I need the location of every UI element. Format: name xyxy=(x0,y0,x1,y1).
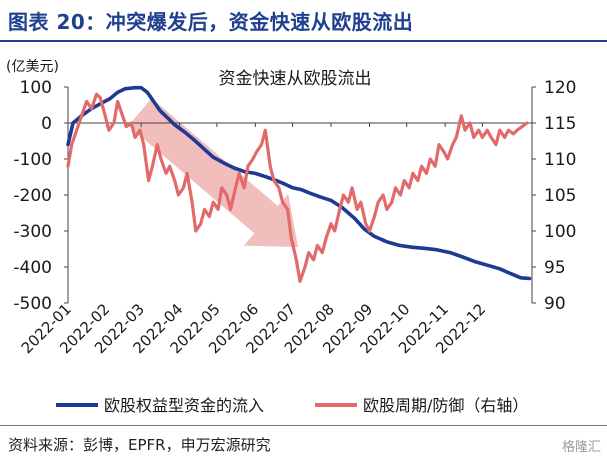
watermark: 格隆汇 xyxy=(561,440,601,455)
legend: 欧股权益型资金的流入 欧股周期/防御（右轴） xyxy=(56,396,528,415)
left-tick-label: -300 xyxy=(13,222,52,242)
figure-title: 图表 20：冲突爆发后，资金快速从欧股流出 xyxy=(8,10,414,34)
left-tick-label: -100 xyxy=(13,150,52,170)
chart-title: 资金快速从欧股流出 xyxy=(219,69,372,89)
left-tick-label: 100 xyxy=(20,78,52,98)
right-tick-label: 115 xyxy=(544,114,576,134)
right-tick-label: 110 xyxy=(544,150,576,170)
source-note: 资料来源：彭博，EPFR，申万宏源研究 xyxy=(8,436,271,454)
right-tick-label: 120 xyxy=(544,78,576,98)
series-layer xyxy=(66,85,532,283)
legend-label-flow: 欧股权益型资金的流入 xyxy=(104,396,264,415)
right-tick-label: 90 xyxy=(544,294,566,314)
left-tick-label: 0 xyxy=(41,114,52,134)
right-tick-label: 100 xyxy=(544,222,576,242)
flow-series-line xyxy=(66,85,532,281)
axis-labels: 资金快速从欧股流出 (亿美元) 100 0 -100 -200 -300 -400 -500 12… xyxy=(6,59,576,357)
right-tick-label: 95 xyxy=(544,258,566,278)
left-tick-label: -400 xyxy=(13,258,52,278)
source-divider xyxy=(0,425,607,426)
trend-arrow-layer xyxy=(128,98,298,247)
title-divider xyxy=(0,40,607,42)
left-axis-unit: (亿美元) xyxy=(6,59,59,75)
left-tick-label: -500 xyxy=(13,294,52,314)
legend-label-ratio: 欧股周期/防御（右轴） xyxy=(363,396,528,415)
trend-arrow xyxy=(128,98,298,247)
left-tick-label: -200 xyxy=(13,186,52,206)
right-tick-label: 105 xyxy=(544,186,576,206)
ratio-series-line xyxy=(66,92,529,283)
